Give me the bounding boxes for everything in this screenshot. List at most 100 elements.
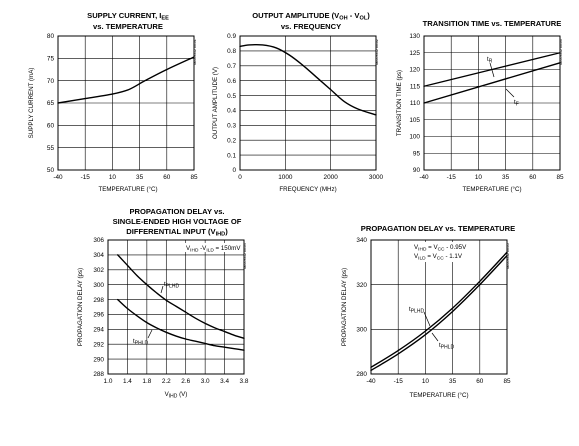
chart-5-tphld-leader [431,332,439,342]
chart-4-y-tick-label: 296 [93,312,104,319]
chart-output-amplitude: OUTPUT AMPLITUDE (VOH - VOL) vs. FREQUEN… [212,11,384,193]
chart-3-y-axis-label: TRANSITION TIME (ps) [396,70,403,136]
chart-2-y-tick-label: 0.7 [227,63,236,70]
chart-4-title-line2: SINGLE-ENDED HIGH VOLTAGE OF [113,217,242,226]
chart-5-y-tick-label: 320 [356,282,367,289]
chart-1-series-line [57,56,195,104]
chart-2-x-axis-label: FREQUENCY (MHz) [279,186,336,193]
chart-5-x-tick-label: 85 [503,378,511,385]
chart-4-tphld-label: tPHLD [133,338,148,346]
chart-1-y-tick-label: 50 [47,167,55,174]
chart-propagation-delay-vs-temperature: PROPAGATION DELAY vs. TEMPERATURE -40 -15… [341,224,515,399]
chart-3-y-tick-label: 100 [409,134,420,141]
chart-4-y-tick-label: 292 [93,341,104,348]
chart-3-x-axis-label: TEMPERATURE (°C) [462,186,521,193]
chart-3-y-tick-label: 95 [413,150,421,157]
chart-4-x-tick-label: 1.4 [123,378,132,385]
chart-3-x-tick-label: 85 [556,174,564,181]
chart-5-series-tplhd-line [370,251,508,368]
chart-5-annotation-box [410,242,470,262]
chart-1-title-line2: vs. TEMPERATURE [93,22,163,31]
chart-4-title-line1: PROPAGATION DELAY vs. [129,207,224,216]
chart-1-tick-labels: -40 -15 10 35 60 85 50 55 60 65 70 75 80 [47,33,198,181]
chart-3-y-tick-label: 120 [409,67,420,74]
chart-1-y-tick-label: 75 [47,56,55,63]
chart-1-grid [58,36,194,170]
chart-4-condition-label: VIHD -VILD = 150mV [186,245,241,253]
chart-4-series-tplhd-line [117,254,245,339]
chart-4-x-tick-label: 1.0 [104,378,113,385]
chart-5-tplhd-label: tPLHD [409,306,424,314]
chart-5-x-tick-label: -40 [366,378,376,385]
chart-3-tr-leader [489,62,495,78]
chart-4-y-tick-label: 304 [93,252,104,259]
chart-4-x-tick-label: 1.8 [142,378,151,385]
chart-3-tf-label: tF [514,99,519,107]
chart-4-figure-code: MAX9312 toc04 [243,243,247,269]
chart-2-series-line [239,43,377,116]
chart-4-x-tick-label: 3.8 [240,378,249,385]
chart-3-x-tick-label: 10 [475,174,483,181]
chart-2-x-tick-label: 0 [238,174,242,181]
chart-5-condition-vild: VILD = VCC - 1.1V [414,253,463,261]
chart-5-y-tick-label: 300 [356,327,367,334]
chart-5-plot-frame [370,239,508,375]
chart-3-grid [424,36,560,170]
chart-3-figure-code: MAX9312 toc03 [559,39,563,65]
chart-5-tphld-label: tPHLD [439,342,454,350]
chart-5-tick-labels: -40 -15 10 35 60 85 280 300 320 340 [356,237,511,385]
chart-1-title-line1: SUPPLY CURRENT, IEE [87,11,169,22]
chart-4-grid [108,240,244,374]
chart-3-x-tick-label: -40 [419,174,429,181]
chart-3-series-tf-line [423,62,561,104]
chart-3-x-tick-label: -15 [447,174,457,181]
chart-1-x-tick-label: 60 [163,174,171,181]
chart-5-condition-vihd: VIHD = VCC - 0.95V [414,244,467,252]
chart-1-x-tick-label: 35 [136,174,144,181]
chart-1-x-tick-label: -15 [81,174,91,181]
chart-2-plot-frame [239,35,377,171]
chart-3-tick-labels: -40 -15 10 35 60 85 90 95 100 105 110 115 120 125 130 [409,33,564,181]
chart-1-y-tick-label: 60 [47,123,55,130]
chart-5-figure-code: MAX9312 toc05 [506,243,510,269]
chart-2-x-tick-label: 2000 [324,174,339,181]
chart-2-y-tick-label: 0.2 [227,137,236,144]
chart-supply-current: SUPPLY CURRENT, IEE vs. TEMPERATURE -40-… [28,11,198,193]
chart-4-x-tick-label: 2.6 [181,378,190,385]
chart-1-y-tick-label: 80 [47,33,55,40]
chart-2-y-tick-label: 0.1 [227,152,236,159]
chart-5-series-tphld-line [370,254,508,372]
chart-4-tphld-leader [147,329,153,339]
chart-2-title-line2: vs. FREQUENCY [281,22,341,31]
chart-4-x-axis-label: VIHD (V) [165,391,188,399]
chart-2-y-tick-label: 0 [232,167,236,174]
chart-4-y-tick-label: 290 [93,356,104,363]
chart-3-y-tick-label: 125 [409,50,420,57]
chart-1-x-tick-label: 85 [190,174,198,181]
chart-1-x-tick-label: 10 [109,174,117,181]
chart-2-y-tick-label: 0.3 [227,123,236,130]
chart-2-x-tick-label: 3000 [369,174,384,181]
chart-2-y-tick-label: 0.9 [227,33,236,40]
chart-1-figure-code: MAX9312 toc01 [193,39,197,65]
chart-2-y-axis-label: OUTPUT AMPLITUDE (V) [212,67,219,139]
chart-4-y-tick-label: 306 [93,237,104,244]
chart-1-y-axis-label: SUPPLY CURRENT (mA) [28,68,35,139]
chart-3-y-tick-label: 110 [410,100,421,107]
chart-5-x-tick-label: -15 [394,378,404,385]
chart-2-y-tick-label: 0.8 [227,48,236,55]
chart-5-x-tick-label: 10 [422,378,430,385]
chart-1-y-tick-label: 70 [47,78,55,85]
chart-4-annotation-box [185,243,241,252]
chart-4-y-tick-label: 302 [93,267,104,274]
chart-3-tf-leader [505,88,515,98]
chart-5-y-axis-label: PROPAGATION DELAY (ps) [341,268,348,346]
chart-1-y-tick-label: 55 [47,145,55,152]
chart-5-x-tick-label: 35 [449,378,457,385]
chart-3-x-tick-label: 60 [529,174,537,181]
chart-5-grid [371,240,507,374]
chart-2-figure-code: MAX9312 toc02 [375,39,379,65]
chart-4-x-tick-label: 3.4 [220,378,229,385]
